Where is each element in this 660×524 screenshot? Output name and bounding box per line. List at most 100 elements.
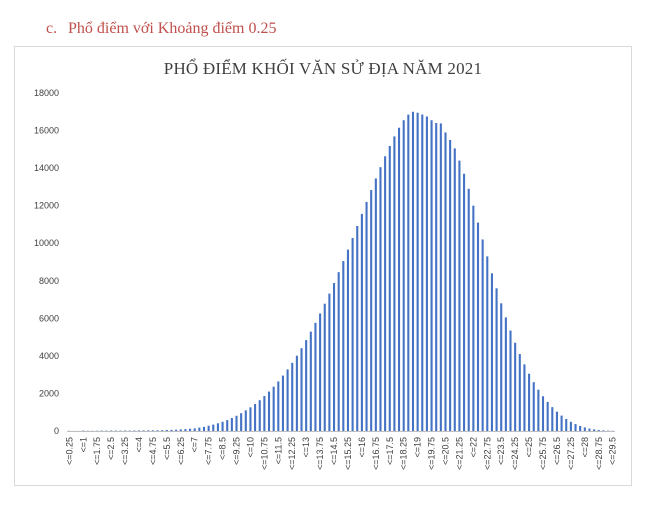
x-tick-label: <=5.5 [162,437,172,460]
bar [393,136,396,431]
bar [337,272,340,431]
bar [351,237,354,431]
x-tick-label: <=4 [134,437,144,453]
bar [449,139,452,431]
bar [411,111,415,431]
bar [481,239,484,431]
bar [300,348,303,431]
bar [221,421,224,431]
y-tick-label: 0 [54,426,59,436]
x-tick-label: <=13 [301,437,311,458]
bar [360,213,363,431]
y-tick-label: 6000 [39,313,59,323]
bar [546,401,549,431]
x-tick-label: <=22.75 [482,437,492,470]
x-tick-label: <=7.75 [204,437,214,465]
x-tick-label: <=10 [245,437,255,458]
bar [319,313,322,431]
x-tick-label: <=16 [357,437,367,458]
bar [593,429,596,431]
bar [212,424,215,431]
bar [384,156,387,431]
bar [286,369,289,431]
bar [240,413,243,431]
bar [309,331,312,431]
x-tick-label: <=2.5 [106,437,116,460]
bar [444,132,447,431]
x-tick-label: <=14.5 [329,437,339,465]
x-tick-label: <=28 [580,437,590,458]
bar [569,421,572,431]
bar [165,429,168,431]
bar [346,249,350,431]
x-tick-label: <=25 [524,437,534,458]
bar [416,112,419,431]
bar [374,178,377,431]
x-tick-label: <=0.25 [64,437,74,465]
x-tick-label: <=15.25 [343,437,353,470]
bar [560,415,563,431]
x-tick-label: <=6.25 [176,437,186,465]
y-tick-label: 12000 [34,201,59,211]
bar [230,418,233,431]
bar [198,427,201,431]
bar [565,418,568,431]
x-tick-label: <=28.75 [594,437,604,470]
bar [267,391,271,431]
bar [356,225,359,431]
x-tick-label: <=4.75 [148,437,158,465]
x-tick-label: <=10.75 [259,437,269,470]
bar [207,425,210,431]
bar [597,429,600,431]
y-tick-label: 18000 [34,88,59,98]
bar [142,430,145,431]
bar [328,293,331,431]
bar [541,396,545,431]
bar [189,428,192,431]
bar [425,116,428,431]
bar [430,120,433,431]
y-tick-label: 4000 [39,351,59,361]
x-tick-label: <=7 [190,437,200,453]
y-tick-label: 14000 [34,163,59,173]
bar [370,190,373,431]
bar [555,411,558,431]
y-tick-label: 2000 [39,388,59,398]
x-tick-label: <=13.75 [315,437,325,470]
y-tick-label: 10000 [34,238,59,248]
bar [272,386,275,431]
x-tick-label: <=27.25 [566,437,576,470]
bar [407,114,410,431]
bar [332,283,336,431]
bar [551,407,554,431]
bar [458,160,461,431]
bar [537,389,540,431]
bar [179,429,182,431]
bar [504,317,507,431]
bar [254,403,257,431]
bar [402,120,405,431]
section-marker: c. [46,20,58,37]
bar [170,429,173,431]
x-tick-label: <=22 [468,437,478,458]
bar [518,354,521,431]
x-tick-label: <=9.25 [232,437,242,465]
bar [421,114,424,431]
bar [244,410,247,431]
y-tick-label: 16000 [34,126,59,136]
bar [583,427,586,431]
bar [175,429,178,431]
x-tick-label: <=8.5 [218,437,228,460]
bar [323,303,326,431]
bar [532,382,535,431]
bar [365,201,368,431]
bar [193,428,196,431]
bar [514,342,517,431]
bar [574,424,577,431]
section-heading-text: Phổ điểm với Khoảng điểm 0.25 [68,20,277,37]
bar [398,127,401,432]
chart-frame: PHỔ ĐIỂM KHỐI VĂN SỬ ĐỊA NĂM 2021 0 2000 4… [14,46,632,486]
bar [258,400,261,431]
bar [161,430,164,431]
x-tick-label: <=1.75 [92,437,102,465]
